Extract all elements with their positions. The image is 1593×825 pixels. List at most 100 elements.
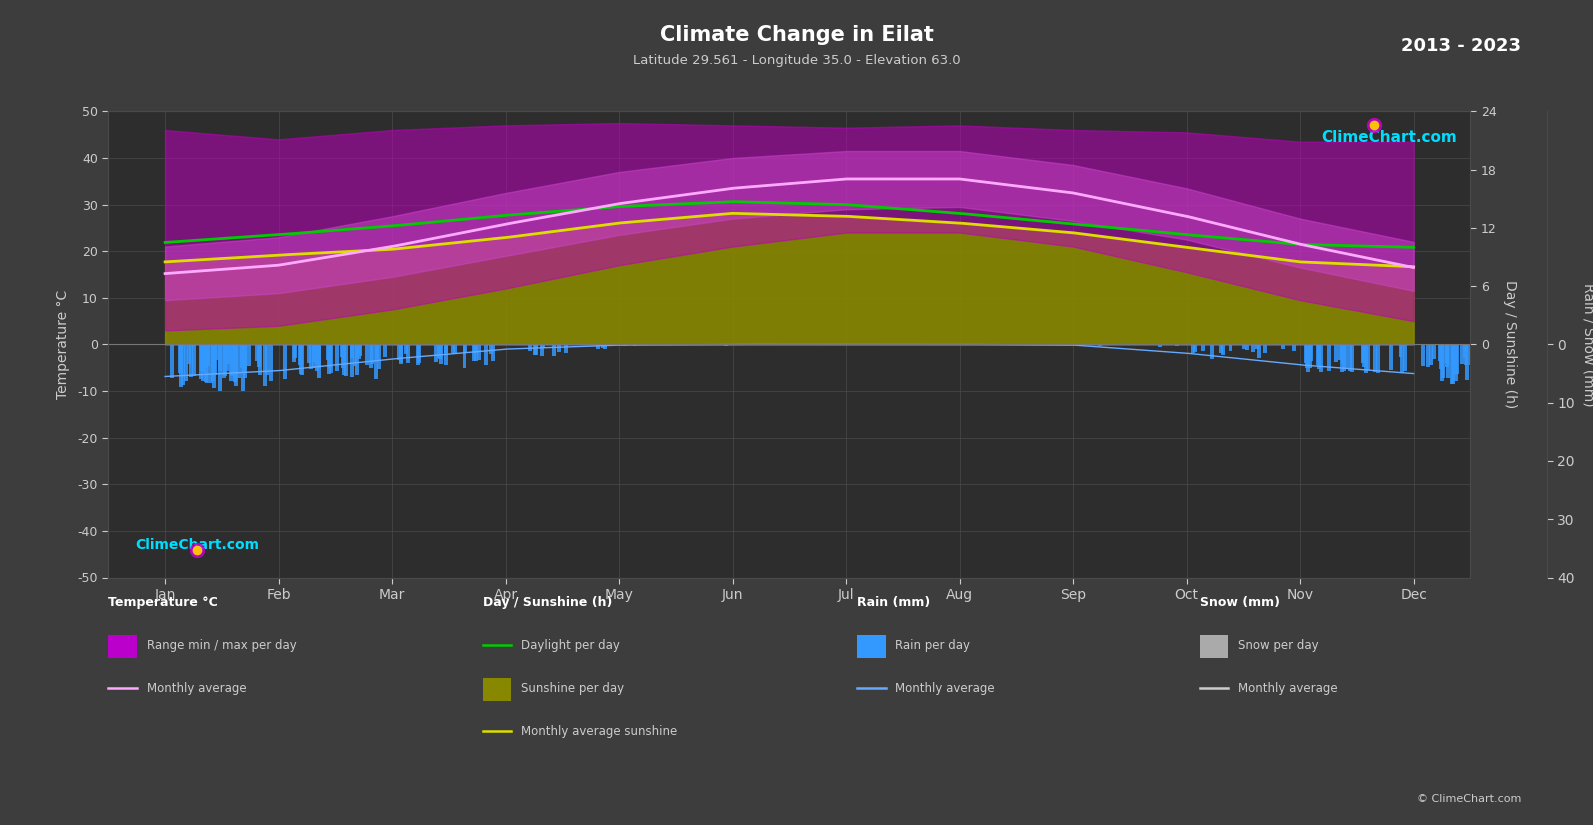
Y-axis label: Temperature °C: Temperature °C: [56, 290, 70, 399]
Bar: [476, 345, 481, 360]
Bar: [1305, 345, 1308, 355]
Bar: [1263, 345, 1268, 353]
Bar: [1474, 345, 1477, 376]
Bar: [601, 345, 605, 348]
Bar: [1341, 345, 1346, 358]
Bar: [258, 345, 263, 375]
Bar: [185, 345, 188, 381]
Bar: [1176, 345, 1179, 346]
Bar: [400, 345, 403, 364]
Bar: [443, 345, 448, 365]
Bar: [298, 345, 301, 365]
Bar: [1453, 345, 1458, 375]
Bar: [1454, 345, 1459, 375]
Bar: [1515, 345, 1518, 380]
Bar: [191, 345, 196, 376]
Bar: [1432, 345, 1435, 360]
Bar: [292, 345, 296, 362]
Text: ClimeChart.com: ClimeChart.com: [1321, 130, 1456, 145]
Bar: [1485, 345, 1488, 379]
Bar: [368, 345, 373, 369]
Bar: [1462, 345, 1467, 358]
Bar: [299, 345, 303, 374]
Bar: [218, 345, 221, 390]
Bar: [1201, 345, 1204, 351]
Bar: [397, 345, 400, 361]
Bar: [1507, 345, 1512, 380]
Text: © ClimeChart.com: © ClimeChart.com: [1416, 794, 1521, 804]
Bar: [1349, 345, 1354, 372]
Bar: [1451, 345, 1456, 366]
Bar: [1343, 345, 1348, 369]
Bar: [1399, 345, 1402, 357]
Bar: [335, 345, 339, 371]
Bar: [234, 345, 237, 386]
Bar: [1341, 345, 1344, 364]
Bar: [225, 345, 229, 371]
Bar: [438, 345, 441, 359]
Bar: [1376, 345, 1380, 373]
Bar: [1486, 345, 1491, 363]
Bar: [282, 345, 287, 380]
Bar: [1338, 345, 1341, 361]
Bar: [491, 345, 495, 361]
Bar: [309, 345, 312, 369]
Bar: [1209, 345, 1214, 359]
Bar: [293, 345, 296, 358]
Text: ClimeChart.com: ClimeChart.com: [135, 538, 260, 552]
Bar: [416, 345, 421, 365]
Bar: [299, 345, 304, 375]
Bar: [1513, 345, 1518, 375]
Bar: [1362, 345, 1367, 366]
Bar: [213, 345, 218, 361]
Bar: [212, 345, 217, 388]
Bar: [1438, 345, 1442, 361]
Bar: [398, 345, 403, 362]
Bar: [205, 345, 209, 360]
Bar: [350, 345, 354, 358]
Bar: [201, 345, 205, 372]
Bar: [551, 345, 556, 356]
Bar: [204, 345, 207, 368]
Bar: [1438, 345, 1443, 369]
Bar: [327, 345, 330, 360]
Bar: [358, 345, 362, 356]
Bar: [1373, 345, 1378, 371]
Bar: [723, 345, 728, 346]
Text: Temperature °C: Temperature °C: [108, 596, 218, 610]
Bar: [317, 345, 320, 378]
Bar: [201, 345, 205, 381]
Text: Latitude 29.561 - Longitude 35.0 - Elevation 63.0: Latitude 29.561 - Longitude 35.0 - Eleva…: [632, 54, 961, 67]
Bar: [1252, 345, 1255, 351]
Bar: [205, 345, 209, 384]
Bar: [221, 345, 226, 379]
Bar: [328, 345, 333, 368]
Bar: [452, 345, 457, 353]
Bar: [1450, 345, 1454, 384]
Bar: [213, 345, 217, 375]
Bar: [1489, 345, 1494, 384]
Bar: [1292, 345, 1295, 351]
Bar: [312, 345, 315, 368]
Bar: [1475, 345, 1478, 362]
Bar: [170, 345, 174, 378]
Bar: [315, 345, 319, 364]
Bar: [226, 345, 229, 364]
Bar: [307, 345, 311, 363]
Bar: [405, 345, 408, 354]
Bar: [378, 345, 381, 369]
Bar: [242, 345, 247, 369]
Y-axis label: Rain / Snow (mm): Rain / Snow (mm): [1582, 283, 1593, 406]
Bar: [1464, 345, 1467, 365]
Bar: [342, 345, 346, 375]
Bar: [473, 345, 476, 353]
Bar: [233, 345, 237, 380]
Bar: [357, 345, 362, 359]
Bar: [199, 345, 202, 379]
Bar: [1360, 345, 1365, 363]
Bar: [440, 345, 443, 365]
Bar: [1513, 345, 1517, 365]
Bar: [1257, 345, 1260, 357]
Bar: [1488, 345, 1491, 362]
Bar: [1364, 345, 1368, 373]
